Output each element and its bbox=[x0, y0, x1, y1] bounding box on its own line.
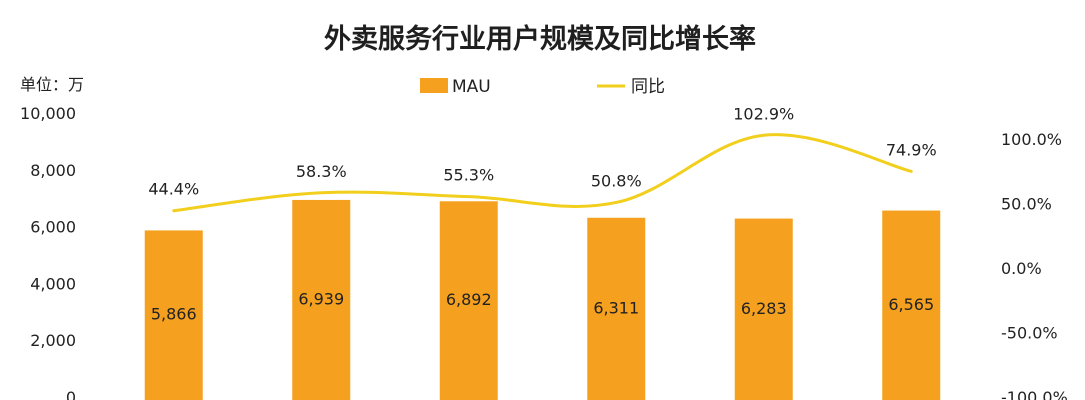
legend: MAU 同比 bbox=[420, 77, 665, 97]
left-axis-tick-label: 10,000 bbox=[20, 104, 76, 123]
bar-value-label: 6,939 bbox=[298, 289, 344, 308]
bar bbox=[439, 201, 498, 400]
line-value-labels: 44.4% 58.3% 55.3% 50.8% 102.9% 74.9% bbox=[148, 104, 936, 198]
left-y-axis: 0 2,000 4,000 6,000 8,000 10,000 bbox=[20, 104, 76, 400]
right-axis-tick-label: -100.0% bbox=[1001, 388, 1068, 400]
yoy-value-label: 44.4% bbox=[148, 180, 199, 199]
bar bbox=[734, 218, 793, 400]
bar-series bbox=[144, 199, 941, 400]
legend-label-yoy: 同比 bbox=[631, 77, 665, 97]
chart-title: 外卖服务行业用户规模及同比增长率 bbox=[324, 23, 756, 55]
right-y-axis: -100.0% -50.0% 0.0% 50.0% 100.0% bbox=[1001, 130, 1068, 400]
yoy-value-label: 55.3% bbox=[443, 166, 494, 185]
legend-bar-swatch bbox=[420, 78, 448, 93]
yoy-value-label: 74.9% bbox=[886, 140, 937, 159]
bar-value-label: 6,283 bbox=[741, 299, 787, 318]
unit-label: 单位：万 bbox=[20, 75, 84, 94]
left-axis-tick-label: 2,000 bbox=[30, 331, 76, 350]
right-axis-tick-label: 0.0% bbox=[1001, 259, 1042, 278]
line-series bbox=[172, 133, 913, 213]
right-axis-tick-label: 100.0% bbox=[1001, 130, 1062, 149]
legend-label-mau: MAU bbox=[452, 77, 491, 97]
yoy-value-label: 58.3% bbox=[296, 162, 347, 181]
bar-value-label: 6,892 bbox=[446, 290, 492, 309]
bar-value-label: 5,866 bbox=[151, 305, 197, 324]
bar bbox=[882, 210, 941, 400]
yoy-line bbox=[172, 133, 913, 213]
right-axis-tick-label: -50.0% bbox=[1001, 324, 1058, 343]
bar bbox=[587, 217, 646, 400]
left-axis-tick-label: 6,000 bbox=[30, 218, 76, 237]
yoy-value-label: 50.8% bbox=[591, 171, 642, 190]
right-axis-tick-label: 50.0% bbox=[1001, 195, 1052, 214]
bar-value-labels: 5,866 6,939 6,892 6,311 6,283 6,565 bbox=[151, 289, 934, 323]
left-axis-tick-label: 0 bbox=[66, 388, 76, 400]
yoy-value-label: 102.9% bbox=[733, 104, 794, 123]
bar bbox=[292, 199, 351, 400]
bar bbox=[144, 230, 203, 400]
left-axis-tick-label: 8,000 bbox=[30, 161, 76, 180]
left-axis-tick-label: 4,000 bbox=[30, 274, 76, 293]
bar-value-label: 6,311 bbox=[593, 298, 639, 317]
bar-value-label: 6,565 bbox=[888, 295, 934, 314]
